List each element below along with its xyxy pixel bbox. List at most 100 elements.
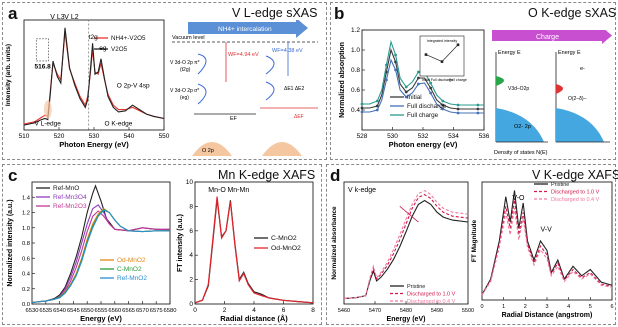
x-tick-label: 6545 <box>67 308 80 314</box>
x-tick-label: 6580 <box>164 308 177 314</box>
data-point <box>429 91 433 95</box>
data-point <box>360 110 364 114</box>
legend-label: Od-MnO2 <box>117 257 146 264</box>
y-axis-label: Normalized absorbance <box>331 206 338 280</box>
panel-a-title: V L-edge sXAS <box>232 6 318 20</box>
x-tick-label: 2 <box>524 304 527 310</box>
x-tick-label: 530 <box>387 133 398 140</box>
annotation: V L-edge <box>35 120 62 127</box>
data-point <box>441 99 445 103</box>
legend-label: Discharged to 1.0 V <box>551 190 600 196</box>
x-tick-label: 510 <box>19 133 30 140</box>
panel-c-letter: c <box>8 166 18 185</box>
data-point <box>417 76 420 80</box>
y-tick-label: 0.6 <box>351 87 360 94</box>
x-tick-label: 6 <box>282 307 286 314</box>
v-state-left <box>496 76 504 86</box>
y-tick-label: 0.8 <box>22 241 30 247</box>
delta-bands-label: ΔE1 ΔE2 <box>284 86 305 92</box>
x-tick-label: 5500 <box>462 308 474 314</box>
y-axis-label: Normalized intensity (a.u.) <box>7 199 14 286</box>
x-tick-label: 1 <box>502 304 505 310</box>
o2p-label-b: O2- 2p <box>514 124 531 130</box>
wf-left-label: WF=4.94 eV <box>228 52 259 58</box>
data-point <box>476 103 480 107</box>
data-point <box>476 111 480 115</box>
o2p-dos-right <box>556 108 604 142</box>
x-tick-label: 532 <box>418 133 429 140</box>
legend-label: Pristine <box>407 284 425 290</box>
panel-b-title: O K-edge sXAS <box>528 6 617 20</box>
x-tick-label: 3 <box>545 304 548 310</box>
legend-label: Ref-MnO2 <box>117 275 147 282</box>
y-tick-label: 1.2 <box>351 27 360 34</box>
legend-label: V2O5 <box>111 46 128 53</box>
x-axis-label: Photon Energy (eV) <box>59 140 129 149</box>
v-state-label: V3d–O2p <box>508 86 529 92</box>
panel-d-letter: d <box>330 166 341 185</box>
legend-label: Ref-MnO <box>53 185 79 192</box>
x-tick-label: 6560 <box>108 308 121 314</box>
inset-category: Full charge <box>449 78 467 82</box>
inset-point <box>440 60 444 63</box>
series-line-1 <box>481 199 613 296</box>
x-tick-label: 550 <box>159 133 170 140</box>
legend-label: Ref-Mn2O3 <box>53 203 87 210</box>
x-tick-label: 6575 <box>150 308 163 314</box>
inset-category: Full discharge <box>431 78 453 82</box>
y-axis-label: Intensity (arb. units) <box>5 44 12 106</box>
y-axis-label: Normalized absorption <box>339 42 346 118</box>
pi-band-right <box>265 55 275 75</box>
x-tick-label: 6530 <box>26 308 39 314</box>
data-point <box>441 107 445 111</box>
data-point <box>456 103 460 107</box>
legend-label: Pristine <box>551 182 569 188</box>
x-axis-label: Energy (eV) <box>387 316 426 323</box>
data-point <box>456 107 460 111</box>
data-point <box>375 99 379 103</box>
x-axis-label: Radial Distance (angstrom) <box>502 312 593 319</box>
x-tick-label: 0 <box>480 304 483 310</box>
annotation: V-O <box>512 195 525 202</box>
x-tick-label: 8 <box>311 307 315 314</box>
series-line-1 <box>194 196 314 304</box>
annotation: t2g <box>89 34 98 41</box>
y-tick-label: 1.2 <box>22 211 30 217</box>
panel-a <box>2 2 327 160</box>
annotation: Mn-O <box>208 187 226 194</box>
x-tick-label: 520 <box>54 133 65 140</box>
data-point <box>404 90 408 94</box>
y-tick-label: 1.0 <box>22 226 30 232</box>
y-tick-label: 8 <box>189 203 193 210</box>
delta-ef-label: ΔEF <box>294 114 304 120</box>
y-tick-label: 1.0 <box>351 47 360 54</box>
series-line-2 <box>343 189 469 300</box>
x-tick-label: 5480 <box>400 308 412 314</box>
x-axis-label: Radial distance (Å) <box>220 314 288 323</box>
x-tick-label: 6535 <box>39 308 52 314</box>
data-point <box>476 107 480 111</box>
x-tick-label: 4 <box>252 307 256 314</box>
o-state-right <box>556 84 563 94</box>
pi-label: V 3d-O 2p π* <box>170 60 200 66</box>
legend-label: C-MnO2 <box>271 235 297 242</box>
legend-label: Full charge <box>407 112 439 119</box>
panel-b <box>330 2 616 160</box>
annotation: eg <box>99 45 107 52</box>
panel-b-letter: b <box>334 4 345 23</box>
series-line-1 <box>23 27 165 126</box>
o2p-label: O 2p <box>202 148 214 154</box>
legend-label: C-MnO2 <box>117 266 142 273</box>
legend-label: Discharged to 0.4 V <box>551 197 600 203</box>
inset-frame <box>419 35 465 77</box>
series-line-2 <box>481 208 613 296</box>
x-tick-label: 5470 <box>369 308 381 314</box>
annotation: O K-edge <box>105 120 133 127</box>
y-tick-label: 2 <box>189 277 193 284</box>
annotation: 516.8 <box>35 64 52 71</box>
y-tick-label: 6 <box>189 228 193 235</box>
y-tick-label: 0.4 <box>22 272 31 278</box>
